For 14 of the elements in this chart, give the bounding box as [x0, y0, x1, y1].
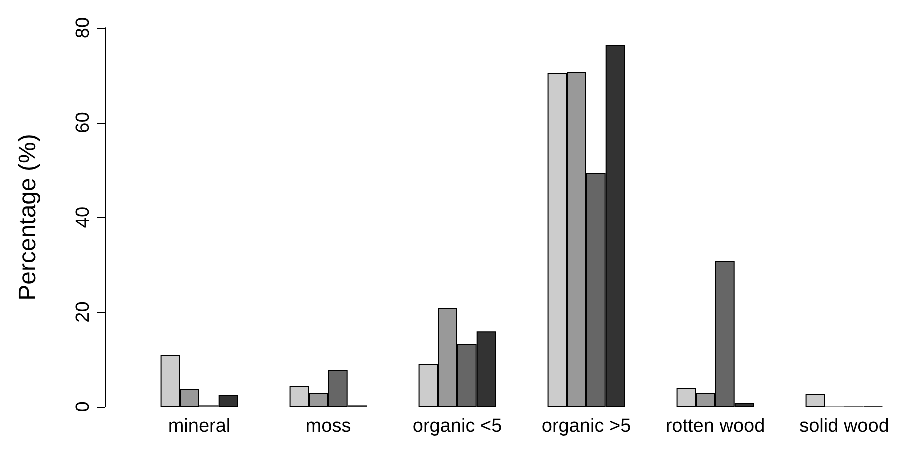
x-tick-label: organic <5 [412, 416, 502, 437]
y-tick-label: 80 [73, 17, 94, 39]
x-tick-label: moss [306, 416, 352, 437]
x-tick-label: organic >5 [542, 416, 632, 437]
bar [218, 395, 238, 407]
y-tick-label: 40 [73, 206, 94, 228]
y-tick-label: 60 [73, 112, 94, 134]
y-tick-label: 20 [73, 302, 94, 323]
bar [806, 394, 826, 407]
x-tick-label: rotten wood [666, 416, 766, 437]
y-tick-label: 0 [73, 402, 94, 412]
y-axis-title: Percentage (%) [14, 134, 42, 301]
x-tick-label: solid wood [800, 416, 890, 437]
x-tick-label: mineral [168, 416, 231, 437]
